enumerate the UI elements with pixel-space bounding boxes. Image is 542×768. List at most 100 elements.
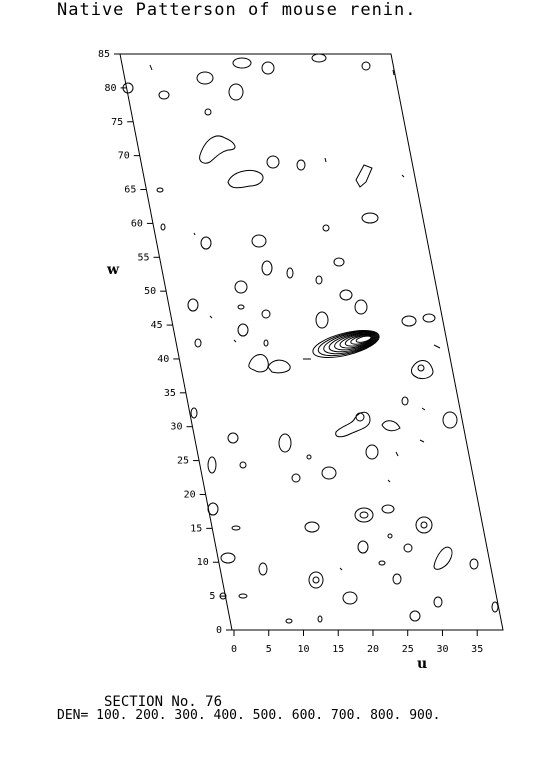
minor-contour — [355, 164, 373, 188]
minor-contour — [333, 257, 345, 267]
minor-contour — [261, 61, 275, 75]
w-tick-label: 15 — [190, 523, 202, 534]
minor-contour — [361, 212, 379, 224]
minor-contour — [422, 313, 436, 323]
minor-contour — [160, 223, 166, 231]
minor-mark — [324, 157, 327, 163]
minor-mark — [392, 69, 395, 76]
minor-contour — [469, 558, 479, 570]
minor-contour — [378, 560, 386, 566]
minor-contour — [442, 411, 458, 429]
minor-contour — [266, 155, 280, 169]
minor-contour — [312, 576, 320, 584]
minor-contour — [204, 108, 212, 116]
minor-contour — [261, 260, 273, 276]
main-peak-level — [339, 333, 375, 349]
minor-contour — [227, 169, 264, 189]
minor-contour — [238, 593, 248, 599]
w-tick-label: 65 — [124, 185, 136, 196]
minor-contour — [359, 511, 369, 519]
w-tick-label: 55 — [137, 252, 149, 263]
minor-contour — [339, 289, 353, 301]
minor-contour — [207, 502, 219, 516]
minor-contour — [207, 456, 217, 474]
w-tick-label: 20 — [184, 489, 196, 500]
minor-contour — [286, 267, 294, 279]
w-tick-label: 85 — [98, 49, 110, 60]
minor-mark — [395, 451, 399, 457]
main-peak-level — [334, 332, 376, 351]
main-peak-level — [312, 330, 380, 358]
minor-contour — [311, 53, 327, 63]
u-tick-label: 25 — [402, 644, 414, 655]
minor-contour — [234, 280, 248, 294]
minor-contour — [433, 596, 443, 608]
minor-contour — [361, 61, 371, 71]
u-tick-label: 5 — [266, 644, 272, 655]
minor-contour — [219, 592, 227, 600]
minor-mark — [193, 232, 196, 236]
w-tick-label: 60 — [131, 218, 143, 229]
minor-contour — [267, 359, 291, 374]
w-tick-label: 35 — [164, 388, 176, 399]
minor-contour — [296, 159, 306, 171]
w-axis-ticks: 0 5 10 15 20 25 30 35 40 45 50 55 60 65 70 75 80 85 — [98, 49, 232, 636]
minor-mark — [419, 439, 425, 443]
w-tick-label: 0 — [216, 625, 222, 636]
page-title: Native Patterson of mouse renin. — [57, 0, 417, 20]
u-tick-label: 10 — [297, 644, 309, 655]
main-peak-level — [317, 330, 379, 357]
minor-mark — [387, 479, 391, 483]
minor-contour — [200, 236, 212, 250]
minor-contour — [237, 323, 249, 337]
minor-mark — [339, 567, 343, 571]
minor-contour — [354, 299, 368, 315]
u-tick-label: 0 — [231, 644, 237, 655]
minor-contour — [308, 571, 324, 589]
minor-contour — [322, 224, 330, 232]
minor-contour — [227, 432, 239, 444]
u-axis-label: u — [417, 656, 427, 672]
minor-contour — [291, 473, 301, 483]
minor-contour — [237, 304, 245, 310]
minor-contour — [190, 407, 198, 419]
minor-contour — [304, 521, 320, 533]
minor-contour — [381, 504, 395, 514]
main-peak-level — [328, 332, 377, 353]
contour-group — [122, 53, 499, 624]
u-tick-label: 20 — [367, 644, 379, 655]
minor-contour — [194, 338, 202, 348]
minor-contour — [409, 610, 421, 622]
u-tick-label: 30 — [436, 644, 448, 655]
minor-contour — [491, 601, 499, 613]
minor-contour — [401, 396, 409, 406]
minor-contour — [365, 444, 379, 460]
w-tick-label: 45 — [151, 320, 163, 331]
w-tick-label: 5 — [209, 591, 215, 602]
w-axis-label: w — [106, 262, 120, 278]
minor-contour — [278, 433, 292, 453]
minor-contour — [403, 543, 413, 553]
minor-mark — [209, 315, 213, 319]
main-peak-contours — [312, 330, 380, 358]
minor-contour — [258, 562, 268, 576]
w-tick-label: 50 — [144, 286, 156, 297]
minor-contour — [228, 83, 244, 101]
u-tick-label: 15 — [332, 644, 344, 655]
minor-contour — [122, 82, 134, 94]
w-tick-label: 40 — [157, 354, 169, 365]
minor-contour — [220, 552, 236, 564]
main-peak-level — [355, 335, 372, 343]
minor-contour — [381, 420, 401, 432]
main-peak-level — [323, 331, 378, 355]
minor-contour — [315, 311, 329, 329]
minor-contour — [417, 364, 425, 372]
w-tick-label: 25 — [177, 456, 189, 467]
minor-contour — [248, 354, 269, 373]
minor-contour — [354, 507, 374, 523]
minor-contour — [196, 71, 214, 85]
minor-mark — [421, 407, 426, 411]
minor-contour — [285, 618, 293, 624]
minor-contour — [342, 591, 358, 605]
